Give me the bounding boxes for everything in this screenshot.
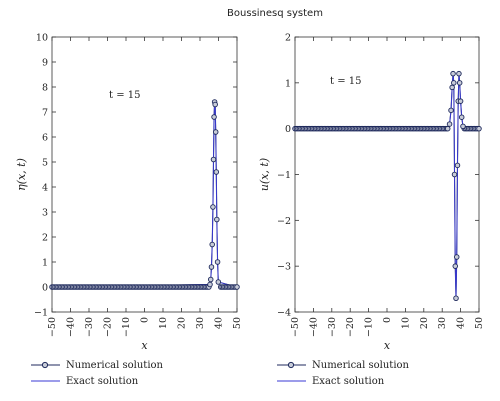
right-panel: −50 −40 −30 −20 −10 0 10 20 30 40 50−4−3−2−1012xu(… bbox=[258, 33, 485, 353]
right-xtick-label: −40 bbox=[308, 317, 319, 337]
right-numerical-point bbox=[456, 70, 462, 77]
right-ytick-label: −2 bbox=[277, 216, 291, 227]
left-xtick-label: −20 bbox=[103, 317, 114, 337]
left-xtick-label: 10 bbox=[158, 317, 169, 329]
left-ytick-label: 5 bbox=[42, 158, 48, 169]
right-ytick-label: 0 bbox=[285, 124, 291, 135]
right-numerical-point bbox=[449, 84, 455, 91]
left-ytick-label: 4 bbox=[42, 183, 48, 194]
right-ytick-label: 2 bbox=[285, 33, 291, 44]
right-numerical-point bbox=[456, 80, 463, 86]
right-numerical-point bbox=[454, 162, 461, 169]
right-numerical-point bbox=[450, 70, 456, 77]
legend-exact-label: Exact solution bbox=[66, 376, 139, 387]
right-numerical-point bbox=[453, 295, 459, 302]
right-xtick-label: 50 bbox=[474, 317, 485, 329]
left-panel: −50 −40 −30 −20 −10 0 10 20 30 40 50−1012345678910… bbox=[15, 33, 243, 353]
left-numerical-point bbox=[208, 264, 215, 270]
right-xtick-label: 20 bbox=[419, 317, 430, 329]
left-ytick-label: 6 bbox=[42, 133, 48, 144]
right-xtick-label: −20 bbox=[345, 317, 356, 337]
right-numerical-point bbox=[444, 125, 451, 132]
right-time-annotation: t = 15 bbox=[330, 76, 361, 87]
left-numerical-point bbox=[214, 216, 220, 223]
left-ytick-label: 3 bbox=[42, 208, 48, 219]
left-numerical-point bbox=[210, 156, 217, 163]
left-numerical-point bbox=[215, 279, 222, 285]
left-numerical-point bbox=[213, 169, 220, 175]
left-xtick-label: 50 bbox=[232, 317, 243, 329]
left-numerical-point bbox=[207, 281, 213, 288]
left-x-axis-label: x bbox=[141, 339, 148, 352]
left-ytick-label: 7 bbox=[42, 108, 48, 119]
right-numerical-point bbox=[446, 121, 453, 127]
left-ytick-label: 0 bbox=[42, 283, 48, 294]
left-ytick-label: 8 bbox=[42, 83, 48, 94]
right-numerical-point bbox=[460, 123, 466, 130]
left-numerical-line bbox=[51, 101, 238, 288]
right-ytick-label: −3 bbox=[277, 262, 291, 273]
left-numerical-markers bbox=[49, 99, 240, 290]
legend-exact-label-2: Exact solution bbox=[312, 376, 385, 387]
left-time-annotation: t = 15 bbox=[109, 90, 140, 101]
left-ytick-label: −1 bbox=[34, 308, 48, 319]
right-numerical-point bbox=[451, 80, 457, 86]
left-numerical-point bbox=[212, 101, 218, 108]
right-xtick-label: −50 bbox=[290, 317, 301, 337]
right-ytick-label: 1 bbox=[285, 78, 291, 89]
left-numerical-point bbox=[210, 204, 216, 210]
right-plot-frame bbox=[294, 36, 480, 313]
right-ytick-label: −4 bbox=[277, 308, 291, 319]
legend-numerical-marker bbox=[41, 361, 49, 369]
left-numerical-point bbox=[214, 259, 221, 265]
right-numerical-point bbox=[457, 98, 464, 104]
legend-numerical-marker-2 bbox=[287, 361, 295, 369]
right-xtick-label: −10 bbox=[364, 317, 375, 337]
left-numerical-point bbox=[212, 129, 219, 135]
right-y-axis-label: u(x, t) bbox=[258, 158, 271, 191]
left-xtick-label: −10 bbox=[121, 317, 132, 337]
right-numerical-point bbox=[451, 171, 458, 178]
right-xtick-label: 40 bbox=[456, 317, 467, 329]
left-plot-frame bbox=[51, 36, 238, 313]
figure-title: Boussinesq system bbox=[227, 8, 323, 19]
right-numerical-point bbox=[452, 263, 459, 269]
left-ytick-label: 10 bbox=[36, 33, 48, 44]
left-xtick-label: 30 bbox=[195, 317, 206, 329]
left-xtick-label: 40 bbox=[214, 317, 225, 329]
right-numerical-point bbox=[458, 114, 465, 120]
right-numerical-point bbox=[448, 107, 454, 114]
left-exact-line bbox=[51, 101, 238, 288]
right-xtick-label: 30 bbox=[437, 317, 448, 329]
legend: Numerical solution Exact solution Numeri… bbox=[31, 360, 410, 387]
left-ytick-label: 9 bbox=[42, 58, 48, 69]
left-xtick-label: −30 bbox=[84, 317, 95, 337]
left-xtick-label: 0 bbox=[140, 317, 151, 323]
legend-numerical-label-2: Numerical solution bbox=[312, 360, 410, 371]
right-exact-line bbox=[295, 73, 480, 299]
left-numerical-point bbox=[209, 241, 215, 248]
right-numerical-point bbox=[476, 125, 482, 132]
right-numerical-point bbox=[453, 254, 460, 260]
right-ytick-label: −1 bbox=[277, 170, 291, 181]
left-y-axis-label: η(x, t) bbox=[15, 158, 28, 191]
right-xtick-label: 0 bbox=[382, 317, 393, 323]
left-xtick-label: −50 bbox=[47, 317, 58, 337]
left-numerical-point bbox=[207, 276, 214, 283]
left-numerical-point bbox=[211, 114, 217, 120]
right-numerical-markers bbox=[292, 70, 482, 302]
left-numerical-point bbox=[234, 284, 240, 290]
right-xtick-label: −30 bbox=[327, 317, 338, 337]
left-ytick-label: 1 bbox=[42, 258, 48, 269]
left-xtick-label: 20 bbox=[177, 317, 188, 329]
right-xtick-label: 10 bbox=[400, 317, 411, 329]
left-ytick-label: 2 bbox=[42, 233, 48, 244]
legend-numerical-label: Numerical solution bbox=[66, 360, 164, 371]
right-x-axis-label: x bbox=[384, 339, 391, 352]
left-xtick-label: −40 bbox=[66, 317, 77, 337]
